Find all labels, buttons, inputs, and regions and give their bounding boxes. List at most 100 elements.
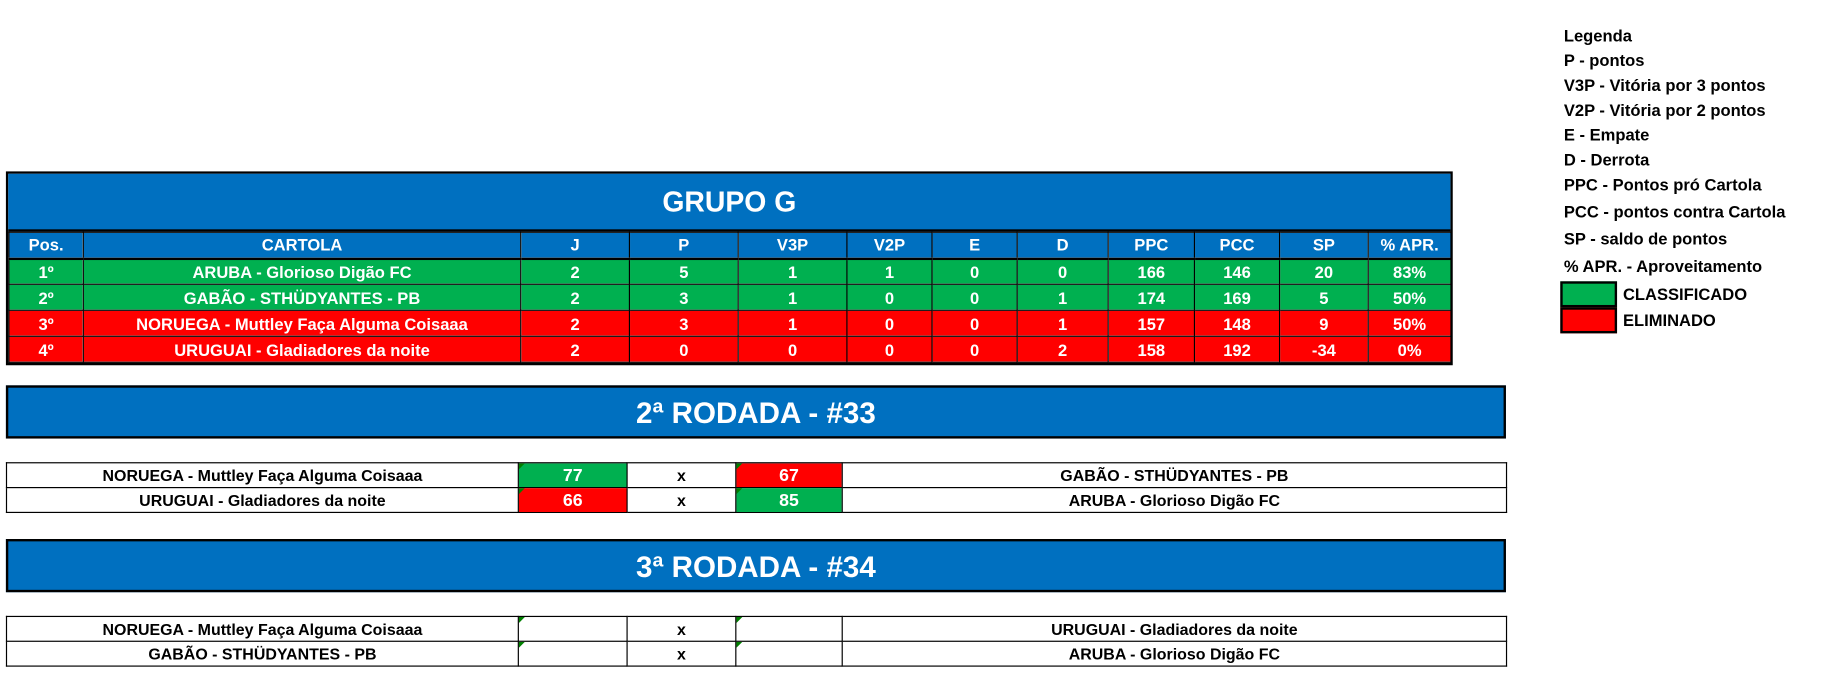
legend-item: V2P - Vitória por 2 pontos	[1563, 100, 1766, 120]
standings-cell: 83%	[1367, 257, 1452, 285]
legend-item: PCC - pontos contra Cartola	[1563, 202, 1786, 222]
legend-item: D - Derrota	[1563, 150, 1650, 170]
standings-row: 2º GABÃO - STHÜDYANTES - PB 2 3 1 0 0 1 174 169 5 5…	[8, 283, 1452, 311]
standings-cell: 0	[931, 283, 1018, 311]
comment-indicator-icon	[519, 642, 525, 648]
away-score-cell[interactable]: 85	[735, 487, 843, 514]
standings-cell: 1º	[8, 257, 84, 285]
round-3-matches: NORUEGA - Muttley Faça Alguma Coisaaa x UR…	[5, 615, 1508, 667]
column-header: % APR.	[1367, 231, 1452, 260]
legend-item: V3P - Vitória por 3 pontos	[1563, 75, 1766, 95]
home-score-cell[interactable]	[517, 615, 628, 642]
standings-cell: 0	[846, 335, 933, 363]
standings-cell: NORUEGA - Muttley Faça Alguma Coisaaa	[82, 309, 522, 337]
standings-cell: 1	[737, 257, 848, 285]
away-score: 85	[779, 489, 799, 511]
away-team: ARUBA - Glorioso Digão FC	[841, 487, 1508, 514]
versus-label: x	[626, 615, 737, 642]
away-team: ARUBA - Glorioso Digão FC	[841, 640, 1508, 667]
standings-cell: 0%	[1367, 335, 1452, 363]
comment-indicator-icon	[519, 488, 525, 495]
comment-indicator-icon	[737, 642, 743, 648]
versus-label: x	[626, 487, 737, 514]
comment-indicator-icon	[519, 617, 525, 623]
standings-cell: 2º	[8, 283, 84, 311]
column-header: SP	[1278, 231, 1369, 260]
comment-indicator-icon	[519, 463, 525, 470]
standings-cell: 169	[1193, 283, 1281, 311]
away-team: GABÃO - STHÜDYANTES - PB	[841, 462, 1508, 489]
home-team: NORUEGA - Muttley Faça Alguma Coisaaa	[5, 462, 519, 489]
column-header: Pos.	[8, 231, 84, 260]
standings-cell: 158	[1107, 335, 1196, 363]
standings-cell: 1	[737, 283, 848, 311]
standings-cell: 1	[846, 257, 933, 285]
comment-indicator-icon	[737, 488, 743, 495]
standings-cell: -34	[1278, 335, 1369, 363]
versus-label: x	[626, 640, 737, 667]
match-row: GABÃO - STHÜDYANTES - PB x ARUBA - Glorios…	[5, 640, 1508, 667]
standings-cell: 3	[628, 309, 739, 337]
standings-cell: 2	[520, 335, 631, 363]
group-standings-table: GRUPO G Pos. CARTOLA J P V3P V2P E D PPC PCC SP% A…	[5, 171, 1453, 366]
home-team: NORUEGA - Muttley Faça Alguma Coisaaa	[5, 615, 519, 642]
standings-cell: GABÃO - STHÜDYANTES - PB	[82, 283, 522, 311]
standings-cell: 0	[1016, 257, 1109, 285]
standings-cell: 50%	[1367, 309, 1452, 337]
standings-cell: 0	[931, 257, 1018, 285]
home-score-cell[interactable]	[517, 640, 628, 667]
standings-cell: 1	[1016, 309, 1109, 337]
round-2-banner: 2ª RODADA - #33	[5, 385, 1506, 439]
home-score-cell[interactable]: 77	[517, 462, 628, 489]
legend: Legenda P - pontos V3P - Vitória por 3 pon…	[1564, 24, 1786, 282]
column-header: E	[931, 231, 1018, 260]
standings-cell: URUGUAI - Gladiadores da noite	[82, 335, 522, 363]
column-header: P	[628, 231, 739, 260]
standings-cell: 2	[1016, 335, 1109, 363]
standings-cell: 0	[846, 283, 933, 311]
away-score-cell[interactable]	[735, 615, 843, 642]
away-score-cell[interactable]	[735, 640, 843, 667]
standings-cell: 2	[520, 257, 631, 285]
legend-item: % APR. - Aproveitamento	[1563, 256, 1763, 276]
standings-cell: 1	[1016, 283, 1109, 311]
group-title: GRUPO G	[8, 173, 1451, 232]
match-row: NORUEGA - Muttley Faça Alguma Coisaaa x UR…	[5, 615, 1508, 642]
home-team: URUGUAI - Gladiadores da noite	[5, 487, 519, 514]
column-header: CARTOLA	[82, 231, 522, 260]
column-header: V2P	[846, 231, 933, 260]
comment-indicator-icon	[737, 463, 743, 470]
legend-item: P - pontos	[1563, 50, 1645, 70]
standings-cell: 5	[628, 257, 739, 285]
round-2-matches: NORUEGA - Muttley Faça Alguma Coisaaa 77 x…	[5, 462, 1508, 514]
legend-item: E - Empate	[1563, 125, 1650, 145]
home-score-cell[interactable]: 66	[517, 487, 628, 514]
standings-row: 4º URUGUAI - Gladiadores da noite 2 0 0 0 0 2 15…	[8, 335, 1452, 363]
away-score-cell[interactable]: 67	[735, 462, 843, 489]
match-row: URUGUAI - Gladiadores da noite 66 x 85 ARUBA…	[5, 487, 1508, 514]
column-header: D	[1016, 231, 1109, 260]
legend-title: Legenda	[1563, 26, 1632, 45]
round-3-banner: 3ª RODADA - #34	[5, 539, 1506, 593]
standings-cell: 3	[628, 283, 739, 311]
standings-cell: 148	[1193, 309, 1281, 337]
standings-cell: 166	[1107, 257, 1196, 285]
standings-cell: 1	[737, 309, 848, 337]
standings-cell: 174	[1107, 283, 1196, 311]
match-row: NORUEGA - Muttley Faça Alguma Coisaaa 77 x…	[5, 462, 1508, 489]
standings-cell: 157	[1107, 309, 1196, 337]
versus-label: x	[626, 462, 737, 489]
standings-cell: 0	[628, 335, 739, 363]
standings-cell: 20	[1278, 257, 1369, 285]
home-team: GABÃO - STHÜDYANTES - PB	[5, 640, 519, 667]
standings-cell: 0	[737, 335, 848, 363]
column-header: J	[520, 231, 631, 260]
standings-cell: 3º	[8, 309, 84, 337]
comment-indicator-icon	[737, 617, 743, 623]
standings-cell: 2	[520, 309, 631, 337]
classified-label: CLASSIFICADO	[1622, 284, 1748, 304]
standings-cell: 146	[1193, 257, 1281, 285]
legend-item: PPC - Pontos pró Cartola	[1563, 174, 1762, 194]
away-team: URUGUAI - Gladiadores da noite	[841, 615, 1508, 642]
